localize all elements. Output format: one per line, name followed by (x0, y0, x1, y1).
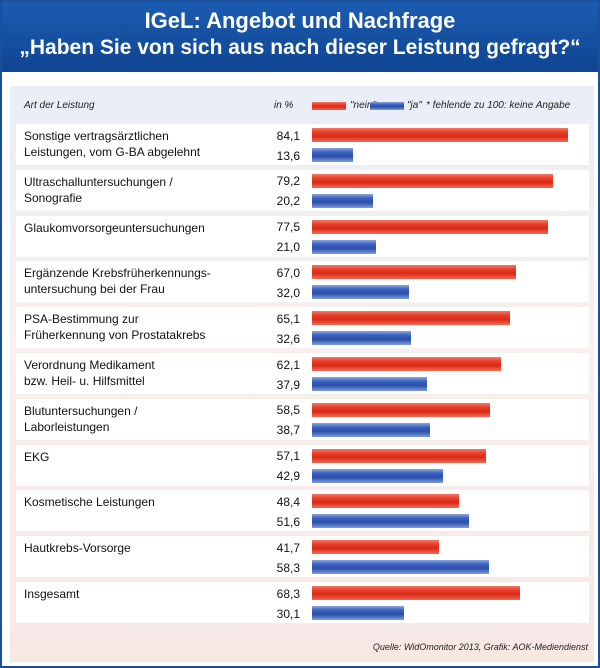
value-label-ja: 20,2 (276, 194, 300, 209)
bar-nein (312, 357, 502, 371)
bar-ja (312, 606, 404, 620)
table-row (16, 536, 589, 578)
bar-nein (312, 448, 486, 463)
value-label-ja: 21,0 (276, 240, 300, 255)
value-label-nein: 41,7 (276, 540, 300, 555)
value-label-ja: 42,9 (276, 469, 300, 484)
chart-subtitle: „Haben Sie von sich aus nach dieser Leis… (19, 36, 581, 59)
bar-ja (312, 560, 490, 575)
legend-swatch-nein (312, 102, 346, 110)
bar-ja (312, 377, 428, 391)
legend-label-ja: "ja" (407, 100, 422, 111)
bar-ja (312, 285, 410, 300)
row-label: untersuchung bei der Frau (24, 282, 165, 297)
value-label-nein: 48,4 (276, 494, 300, 509)
value-label-nein: 67,0 (276, 265, 300, 280)
legend-swatch-ja (370, 102, 404, 110)
bar-ja (312, 331, 412, 346)
source-note: Quelle: WidOmonitor 2013, Grafik: AOK-Me… (372, 642, 588, 652)
row-label: Kosmetische Leistungen (24, 495, 155, 510)
row-label: Leistungen, vom G-BA abgelehnt (24, 145, 201, 159)
value-label-ja: 51,6 (276, 514, 300, 529)
value-label-ja: 30,1 (276, 606, 300, 621)
category-column-header: Art der Leistung (24, 100, 95, 111)
bar-nein (312, 586, 520, 600)
table-row (16, 444, 589, 486)
row-label: EKG (24, 449, 50, 464)
bar-nein (312, 173, 554, 188)
row-label: Sonografie (24, 190, 83, 205)
bar-ja (312, 468, 443, 483)
row-label: Früherkennung von Prostatakrebs (24, 328, 206, 343)
row-label: Glaukomvorsorgeuntersuchungen (24, 220, 205, 235)
value-label-nein: 68,3 (276, 586, 300, 601)
row-label: Sonstige vertragsärztlichen (24, 129, 169, 143)
value-label-ja: 37,9 (276, 377, 300, 392)
bar-ja (312, 148, 354, 162)
row-label: Laborleistungen (24, 419, 110, 434)
percent-column-header: in % (274, 100, 294, 111)
row-label: PSA-Bestimmung zur (24, 312, 139, 327)
bar-nein (312, 219, 548, 234)
row-label: Ergänzende Krebsfrüherkennungs- (24, 266, 211, 281)
bar-nein (312, 402, 491, 417)
value-label-nein: 58,5 (276, 403, 300, 418)
bar-nein (312, 540, 439, 555)
bar-ja (312, 193, 374, 208)
bar-nein (312, 494, 460, 509)
value-label-nein: 77,5 (276, 220, 300, 235)
row-label: Hautkrebs-Vorsorge (24, 541, 131, 556)
value-label-ja: 32,0 (276, 285, 300, 300)
value-label-ja: 13,6 (276, 148, 300, 163)
bar-ja (312, 514, 470, 529)
legend-label-nein: "nein" (350, 100, 377, 111)
table-row (16, 398, 589, 440)
header-banner: IGeL: Angebot und Nachfrage „Haben Sie v… (2, 2, 598, 72)
legend-note: * fehlende zu 100: keine Angabe (426, 100, 571, 111)
bar-nein (312, 311, 511, 326)
value-label-nein: 62,1 (276, 357, 300, 372)
bar-ja (312, 239, 376, 254)
value-label-ja: 58,3 (276, 560, 300, 575)
row-label: bzw. Heil- u. Hilfsmittel (24, 374, 145, 388)
row-label: Ultraschalluntersuchungen / (24, 174, 173, 189)
value-label-ja: 32,6 (276, 331, 300, 346)
bar-ja (312, 422, 430, 437)
value-label-nein: 79,2 (276, 174, 300, 189)
bar-nein (312, 128, 568, 142)
value-label-nein: 57,1 (276, 449, 300, 464)
row-label: Blutuntersuchungen / (24, 403, 138, 418)
value-label-ja: 38,7 (276, 423, 300, 438)
row-label: Insgesamt (24, 587, 80, 601)
value-label-nein: 84,1 (276, 128, 300, 143)
table-row (16, 490, 589, 532)
chart-title: IGeL: Angebot und Nachfrage (144, 8, 456, 33)
value-label-nein: 65,1 (276, 311, 300, 326)
row-label: Verordnung Medikament (24, 358, 155, 372)
bar-nein (312, 265, 516, 280)
